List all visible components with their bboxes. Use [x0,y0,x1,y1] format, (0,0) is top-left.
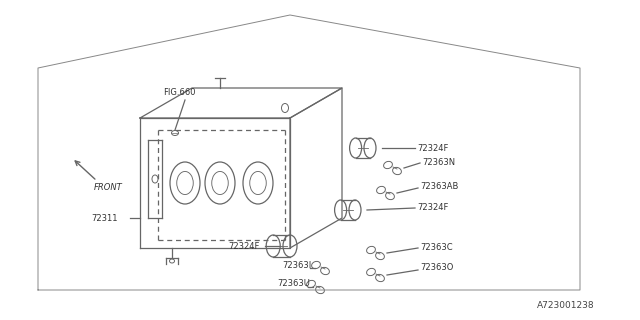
Text: 72324F: 72324F [417,143,449,153]
Text: 72311: 72311 [92,213,118,222]
Text: 72363O: 72363O [420,263,453,273]
Text: 72324F: 72324F [417,203,449,212]
Text: 72363AB: 72363AB [420,181,458,190]
Text: FIG.660: FIG.660 [163,88,195,97]
Text: 72363N: 72363N [422,157,455,166]
Text: A723001238: A723001238 [538,301,595,310]
Text: 72324F: 72324F [228,242,259,251]
Text: 72363U: 72363U [277,279,310,289]
Text: 72363C: 72363C [420,243,452,252]
Text: FRONT: FRONT [94,183,123,192]
Text: 72363I: 72363I [282,260,311,269]
